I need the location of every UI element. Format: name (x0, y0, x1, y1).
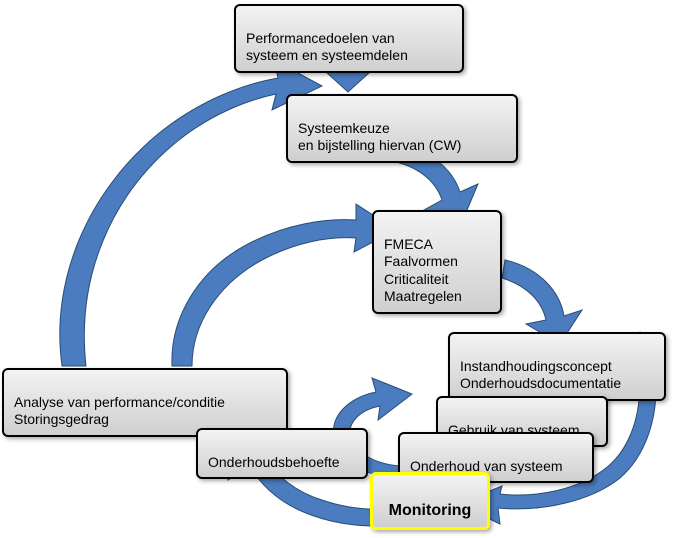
node-monitoring: Monitoring (370, 472, 490, 530)
arrow-n5-n3 (172, 204, 396, 366)
node-label: Monitoring (389, 502, 472, 519)
node-label: FMECA Faalvormen Criticaliteit Maatregel… (384, 236, 462, 305)
node-onderhoudsbehoefte: Onderhoudsbehoefte (196, 428, 368, 479)
node-instandhoudingsconcept: Instandhoudingsconcept Onderhoudsdocumen… (448, 332, 666, 401)
node-label: Analyse van performance/conditie Storing… (14, 394, 225, 428)
node-label: Instandhoudingsconcept Onderhoudsdocumen… (460, 358, 621, 392)
node-label: Onderhoudsbehoefte (208, 454, 340, 470)
node-analyse-performance: Analyse van performance/conditie Storing… (2, 368, 288, 437)
node-performancedoelen: Performancedoelen van systeem en systeem… (234, 4, 464, 73)
node-fmeca: FMECA Faalvormen Criticaliteit Maatregel… (372, 210, 502, 314)
node-systeemkeuze: Systeemkeuze en bijstelling hiervan (CW) (286, 94, 518, 163)
node-label: Systeemkeuze en bijstelling hiervan (CW) (298, 120, 461, 154)
arrow-n5-n2 (60, 60, 322, 366)
node-label: Performancedoelen van systeem en systeem… (246, 30, 408, 64)
